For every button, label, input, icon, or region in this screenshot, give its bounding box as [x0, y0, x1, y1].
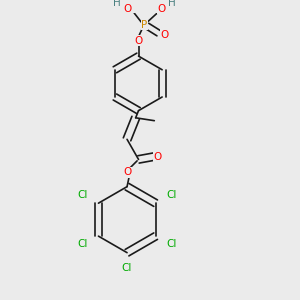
- Text: Cl: Cl: [77, 239, 88, 249]
- Text: H: H: [113, 0, 121, 8]
- Text: Cl: Cl: [122, 263, 132, 273]
- Text: Cl: Cl: [77, 190, 88, 200]
- Text: Cl: Cl: [166, 239, 177, 249]
- Text: P: P: [141, 20, 147, 30]
- Text: H: H: [168, 0, 176, 8]
- Text: O: O: [158, 4, 166, 14]
- Text: O: O: [160, 30, 169, 40]
- Text: O: O: [123, 4, 131, 14]
- Text: O: O: [153, 152, 161, 161]
- Text: Cl: Cl: [166, 190, 177, 200]
- Text: O: O: [123, 167, 131, 177]
- Text: O: O: [134, 36, 142, 46]
